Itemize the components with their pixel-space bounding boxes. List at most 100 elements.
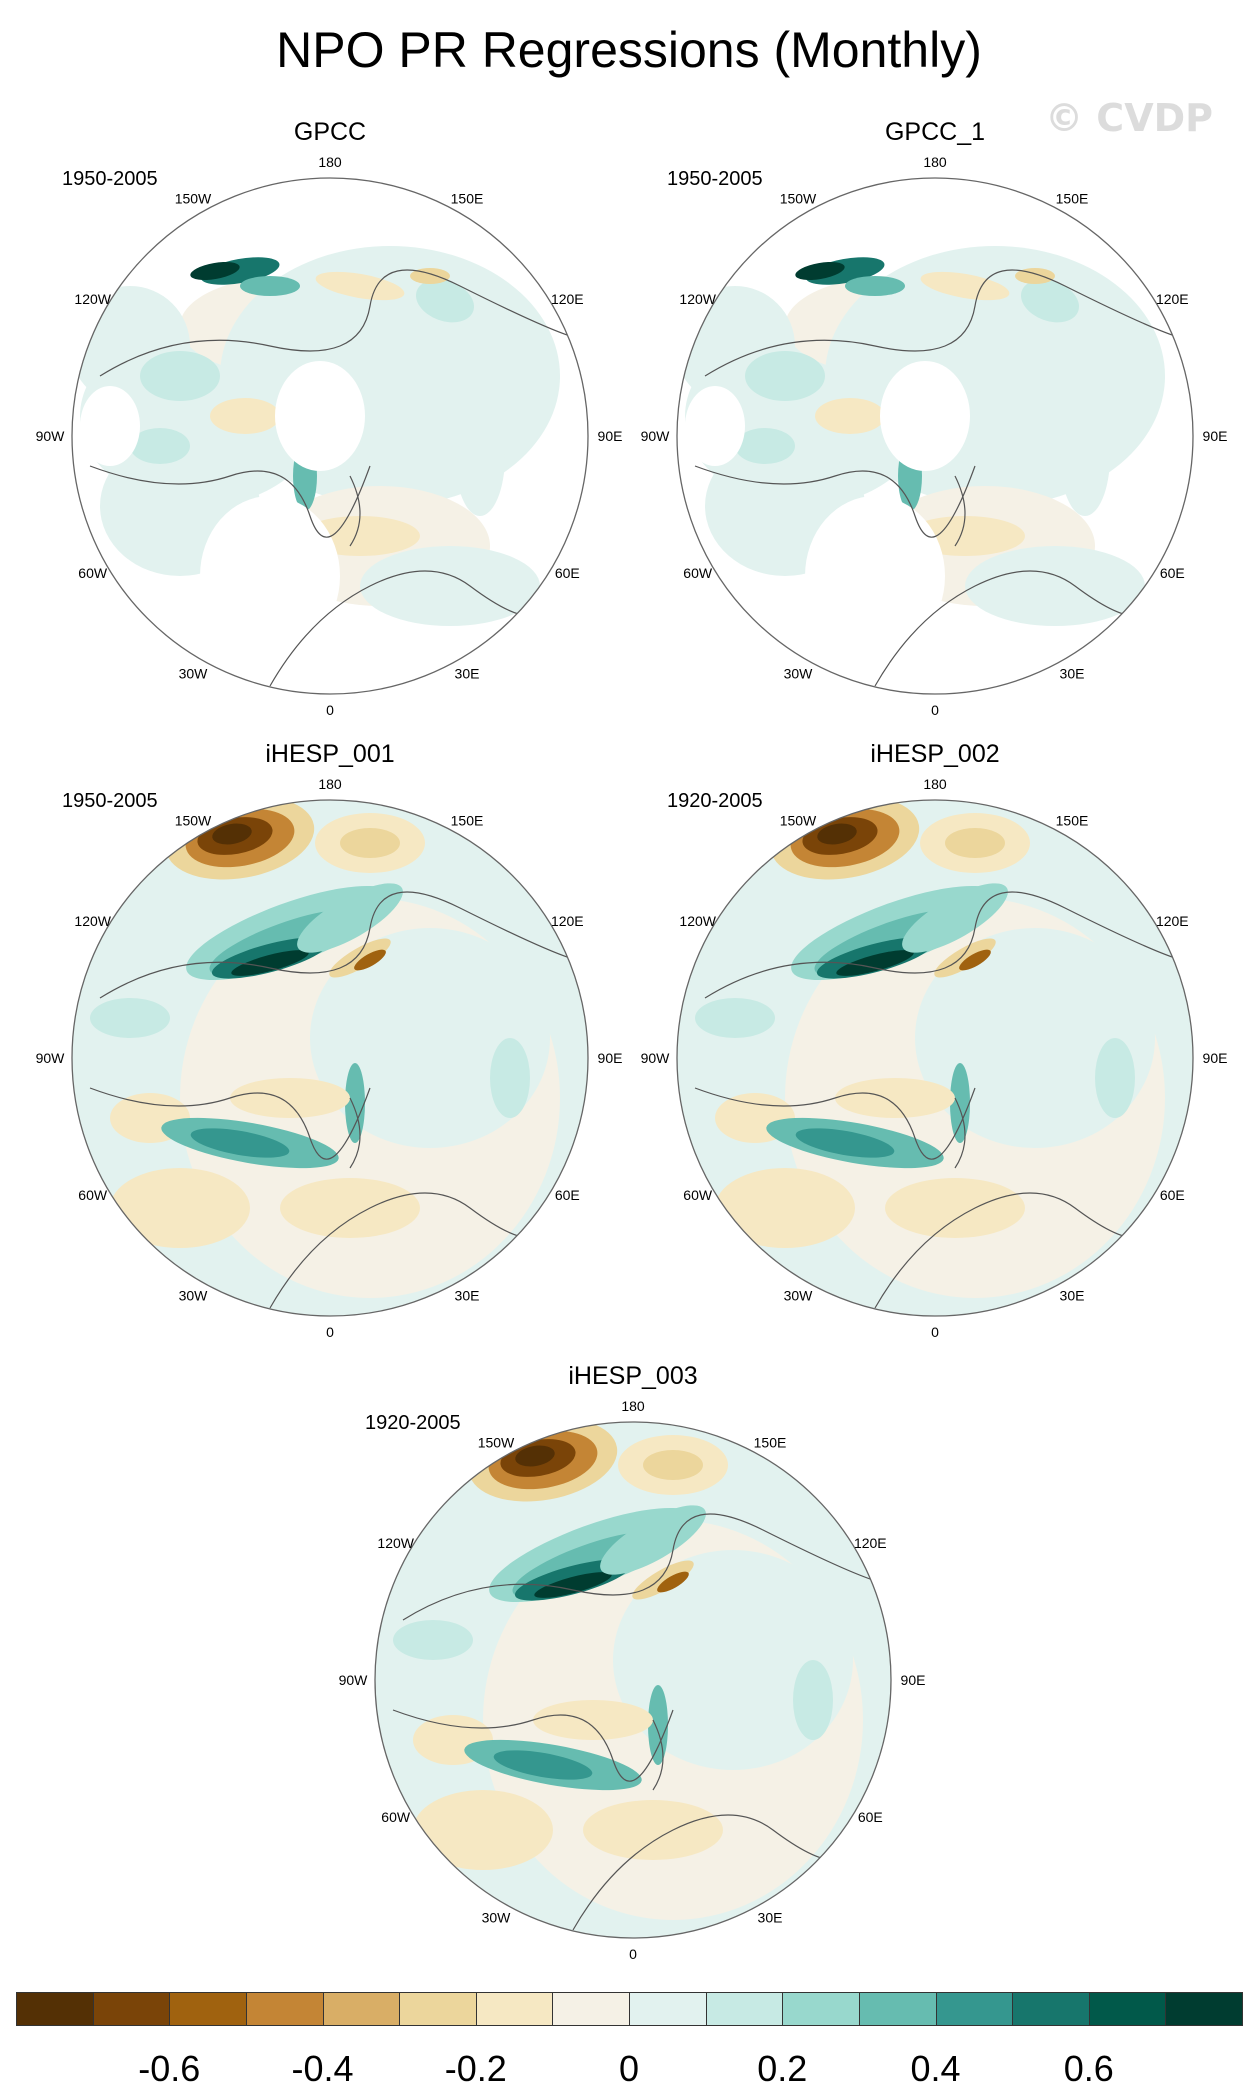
- colorbar-tick-label: -0.4: [291, 2048, 354, 2089]
- anomaly-contour: [643, 1450, 703, 1480]
- anomaly-contour: [815, 398, 885, 434]
- anomaly-contour: [230, 1078, 350, 1118]
- map-panel-ihesp-002: iHESP_002 1920-2005 180 150E 120E 90E 60E 30E…: [641, 740, 1228, 1340]
- longitude-label-l150w: 150W: [175, 191, 212, 207]
- anomaly-contour: [902, 883, 1008, 953]
- anomaly-contour: [817, 823, 857, 845]
- panel-period: 1920-2005: [365, 1412, 461, 1434]
- colorbar-box: [629, 1992, 707, 2026]
- anomaly-contour: [959, 949, 991, 971]
- anomaly-contour: [240, 276, 300, 296]
- anomaly-contour: [515, 1445, 555, 1467]
- longitude-label-l180: 180: [621, 1398, 645, 1414]
- longitude-label-l60e: 60E: [555, 565, 580, 581]
- longitude-label-l0: 0: [629, 1946, 637, 1962]
- colorbar-box: [935, 1992, 1014, 2026]
- longitude-label-l60w: 60W: [683, 1187, 713, 1203]
- longitude-label-l150e: 150E: [451, 191, 484, 207]
- longitude-label-l30w: 30W: [179, 1287, 209, 1303]
- panel-title: iHESP_003: [568, 1362, 698, 1390]
- anomaly-contour: [534, 1572, 612, 1598]
- anomaly-contour: [920, 271, 1010, 301]
- anomaly-contour: [1015, 268, 1055, 284]
- colorbar-box: [1012, 1992, 1090, 2026]
- longitude-label-l0: 0: [326, 702, 334, 718]
- colorbar-tick-label: 0.2: [757, 2048, 808, 2089]
- longitude-label-l120w: 120W: [74, 291, 111, 307]
- anomaly-contour: [795, 262, 845, 280]
- anomaly-contour: [370, 346, 450, 406]
- longitude-label-l30w: 30W: [179, 665, 209, 681]
- land-fill: [360, 546, 540, 626]
- colorbar-box: [92, 1992, 171, 2026]
- anomaly-contour: [648, 1685, 668, 1765]
- colorbar-tick-label: -0.2: [444, 2048, 507, 2089]
- longitude-label-l150e: 150E: [1056, 813, 1089, 829]
- colorbar-tick-label: -0.6: [138, 2048, 201, 2089]
- anomaly-contour: [297, 883, 403, 953]
- longitude-label-l30w: 30W: [784, 665, 814, 681]
- longitude-label-l90e: 90E: [901, 1672, 926, 1688]
- map-panel-ihesp-003: iHESP_003 1920-2005 180 150E 120E 90E 60E 30E…: [339, 1362, 926, 1962]
- anomaly-contour: [695, 998, 775, 1038]
- longitude-label-l60e: 60E: [858, 1809, 883, 1825]
- colorbar-box: [169, 1992, 247, 2026]
- longitude-label-l30w: 30W: [784, 1287, 814, 1303]
- anomaly-contour: [315, 271, 405, 301]
- anomaly-contour: [533, 1700, 653, 1740]
- anomaly-contour: [329, 938, 391, 978]
- longitude-label-l120w: 120W: [377, 1535, 414, 1551]
- anomaly-contour: [1045, 968, 1125, 1028]
- anomaly-contour: [743, 1590, 823, 1650]
- anomaly-contour: [945, 828, 1005, 858]
- longitude-label-l90e: 90E: [1203, 428, 1228, 444]
- coastlines: [694, 269, 1176, 687]
- anomaly-contour: [280, 1178, 420, 1238]
- longitude-label-l90e: 90E: [598, 428, 623, 444]
- anomaly-contour: [1095, 1038, 1135, 1118]
- colorbar-box: [858, 1992, 937, 2026]
- longitude-label-l120e: 120E: [551, 291, 584, 307]
- anomaly-contour: [583, 1800, 723, 1860]
- longitude-label-l150e: 150E: [1056, 191, 1089, 207]
- longitude-label-l60e: 60E: [555, 1187, 580, 1203]
- anomaly-contour: [795, 1128, 895, 1158]
- anomaly-contour: [110, 1168, 250, 1248]
- panel-title: iHESP_002: [870, 740, 1000, 768]
- anomaly-contour: [885, 1178, 1025, 1238]
- colorbar-box: [552, 1992, 630, 2026]
- anomaly-contour: [231, 950, 309, 976]
- colorbar-box: [475, 1992, 554, 2026]
- anomaly-contour: [340, 828, 400, 858]
- colorbar-box: [245, 1992, 324, 2026]
- colorbar-box: [322, 1992, 401, 2026]
- longitude-label-l120w: 120W: [679, 291, 716, 307]
- anomaly-contour: [130, 428, 190, 464]
- longitude-label-l30w: 30W: [482, 1909, 512, 1925]
- longitude-label-l90w: 90W: [36, 428, 66, 444]
- longitude-label-l120w: 120W: [74, 913, 111, 929]
- map-outline: [374, 1421, 892, 1939]
- figure-title: NPO PR Regressions (Monthly): [276, 22, 982, 78]
- anomaly-contour: [745, 351, 825, 401]
- cvdp-watermark: © CVDP: [1045, 96, 1213, 140]
- longitude-label-l90e: 90E: [598, 1050, 623, 1066]
- colorbar-tick-label: 0.4: [910, 2048, 961, 2089]
- longitude-label-l60w: 60W: [78, 1187, 108, 1203]
- longitude-label-l90w: 90W: [339, 1672, 369, 1688]
- panel-period: 1950-2005: [667, 168, 763, 190]
- map-panel-gpcc-1: GPCC_1 1950-2005 180 150E 120E 90E 60E 30E 0 30…: [641, 118, 1228, 718]
- anomaly-contour: [600, 1505, 706, 1575]
- panel-period: 1920-2005: [667, 790, 763, 812]
- land-fill: [965, 546, 1145, 626]
- colorbar-box: [399, 1992, 477, 2026]
- longitude-label-l150w: 150W: [780, 813, 817, 829]
- longitude-label-l180: 180: [923, 154, 947, 170]
- anomaly-contour: [1020, 279, 1080, 323]
- anomaly-contour: [140, 351, 220, 401]
- longitude-label-l30e: 30E: [455, 1287, 480, 1303]
- longitude-label-l0: 0: [326, 1324, 334, 1340]
- anomaly-contour: [354, 949, 386, 971]
- longitude-label-l90e: 90E: [1203, 1050, 1228, 1066]
- colorbar-box: [16, 1992, 94, 2026]
